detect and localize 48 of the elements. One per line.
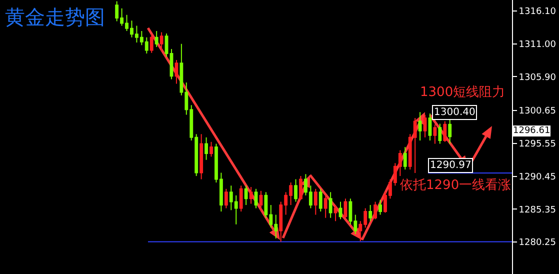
y-tick-label: 1280.25 bbox=[518, 238, 556, 248]
candlestick bbox=[428, 112, 432, 142]
candlestick bbox=[170, 48, 174, 80]
candlestick bbox=[368, 204, 372, 222]
candlestick bbox=[314, 188, 318, 216]
y-tick-label: 1290.45 bbox=[518, 172, 556, 182]
candlestick bbox=[448, 119, 452, 144]
y-tick-label: 1316.10 bbox=[518, 7, 556, 18]
y-tick-label: 1305.90 bbox=[518, 72, 556, 83]
candlestick bbox=[244, 185, 248, 206]
y-tick-label: 1285.35 bbox=[518, 205, 556, 216]
candlestick bbox=[318, 188, 322, 212]
chart-title: 黄金走势图 bbox=[5, 5, 105, 29]
candlestick bbox=[259, 190, 263, 212]
candlestick bbox=[160, 32, 164, 52]
y-tick-label: 1300.65 bbox=[518, 106, 556, 117]
candlestick bbox=[423, 114, 427, 138]
candlestick bbox=[299, 176, 302, 200]
candlestick bbox=[438, 123, 442, 144]
candlestick bbox=[433, 124, 437, 144]
annotation: 依托1290一线看涨 bbox=[400, 178, 512, 193]
annotation: 1300短线阻力 bbox=[420, 85, 506, 100]
y-tick-label: 1311.00 bbox=[518, 40, 556, 50]
candlestick bbox=[443, 120, 447, 142]
candlestick bbox=[249, 186, 253, 204]
candlestick bbox=[324, 194, 328, 218]
candlestick bbox=[210, 141, 213, 158]
candlestick bbox=[200, 134, 204, 180]
candlestick bbox=[328, 192, 332, 218]
candlestick bbox=[334, 204, 338, 222]
text: 1296.61 bbox=[513, 126, 550, 136]
candlestick bbox=[239, 185, 243, 212]
y-tick-label: 1295.55 bbox=[518, 140, 556, 150]
candlestick bbox=[338, 201, 342, 220]
candlestick bbox=[418, 112, 422, 142]
candlestick bbox=[374, 201, 378, 220]
candlestick bbox=[154, 30, 158, 48]
candlestick bbox=[294, 178, 298, 202]
annotation: 1300.40 bbox=[434, 107, 476, 118]
candlestick bbox=[150, 34, 154, 54]
candlestick bbox=[254, 188, 258, 209]
candlestick bbox=[204, 136, 208, 160]
candlestick bbox=[224, 188, 228, 209]
ref-line-label: 1290.97 bbox=[430, 160, 472, 171]
candlestick bbox=[378, 199, 382, 216]
candlestick bbox=[403, 146, 407, 170]
candlestick bbox=[174, 59, 178, 84]
candlestick bbox=[164, 33, 168, 58]
